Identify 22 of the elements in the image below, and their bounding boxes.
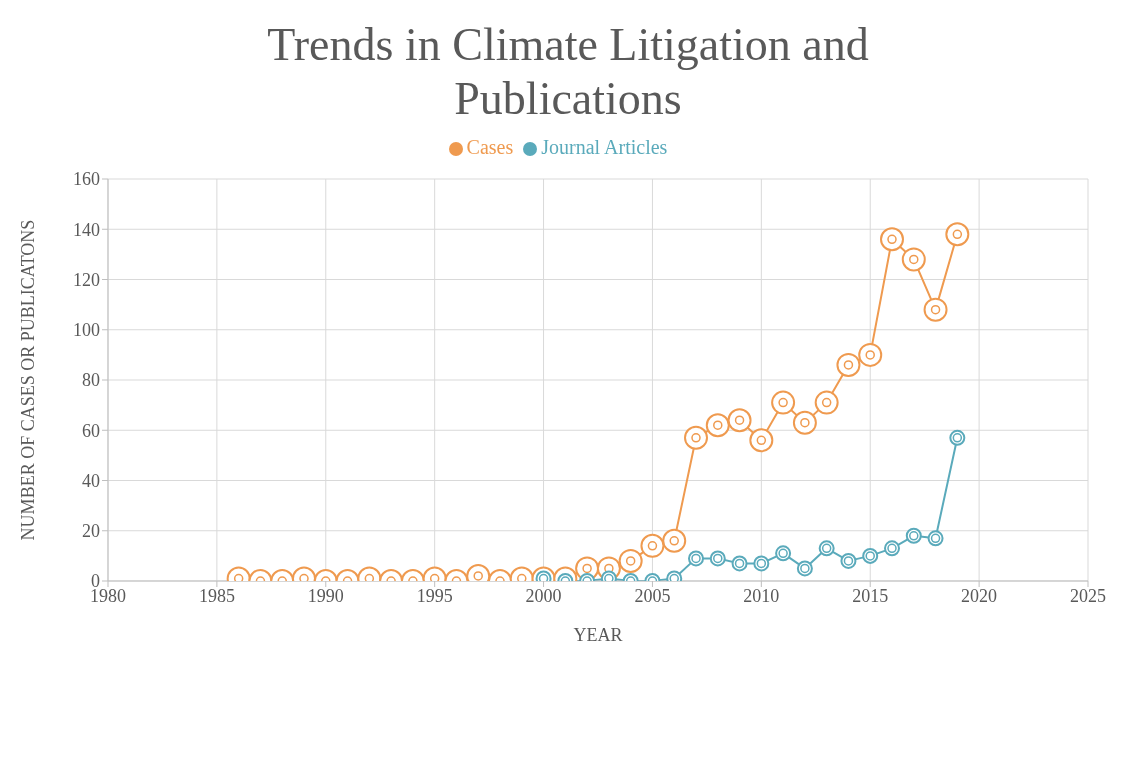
legend-label: Journal Articles — [541, 136, 668, 158]
y-tick-label: 80 — [82, 370, 100, 391]
x-axis-title: YEAR — [573, 625, 623, 645]
chart-title: Trends in Climate Litigation and Publications — [266, 18, 870, 126]
x-tick-label: 2020 — [961, 585, 998, 606]
y-axis-title: NUMBER OF CASES OR PUBLICATONS — [18, 219, 39, 541]
x-tick-label: 2010 — [743, 585, 780, 606]
y-tick-label: 160 — [73, 169, 100, 190]
x-tick-label: 1995 — [416, 585, 453, 606]
x-tick-label: 2025 — [1070, 585, 1106, 606]
x-tick-label: 2000 — [525, 585, 562, 606]
y-tick-label: 140 — [73, 219, 100, 240]
legend-label: Cases — [466, 136, 514, 158]
x-tick-label: 2005 — [634, 585, 671, 606]
x-tick-label: 1990 — [307, 585, 344, 606]
y-tick-label: 60 — [82, 420, 100, 441]
x-tick-label: 2015 — [852, 585, 889, 606]
x-tick-label: 1985 — [198, 585, 235, 606]
y-tick-label: 120 — [73, 269, 100, 290]
y-tick-label: 20 — [82, 521, 100, 542]
y-tick-label: 40 — [82, 470, 100, 491]
y-tick-label: 100 — [73, 320, 100, 341]
